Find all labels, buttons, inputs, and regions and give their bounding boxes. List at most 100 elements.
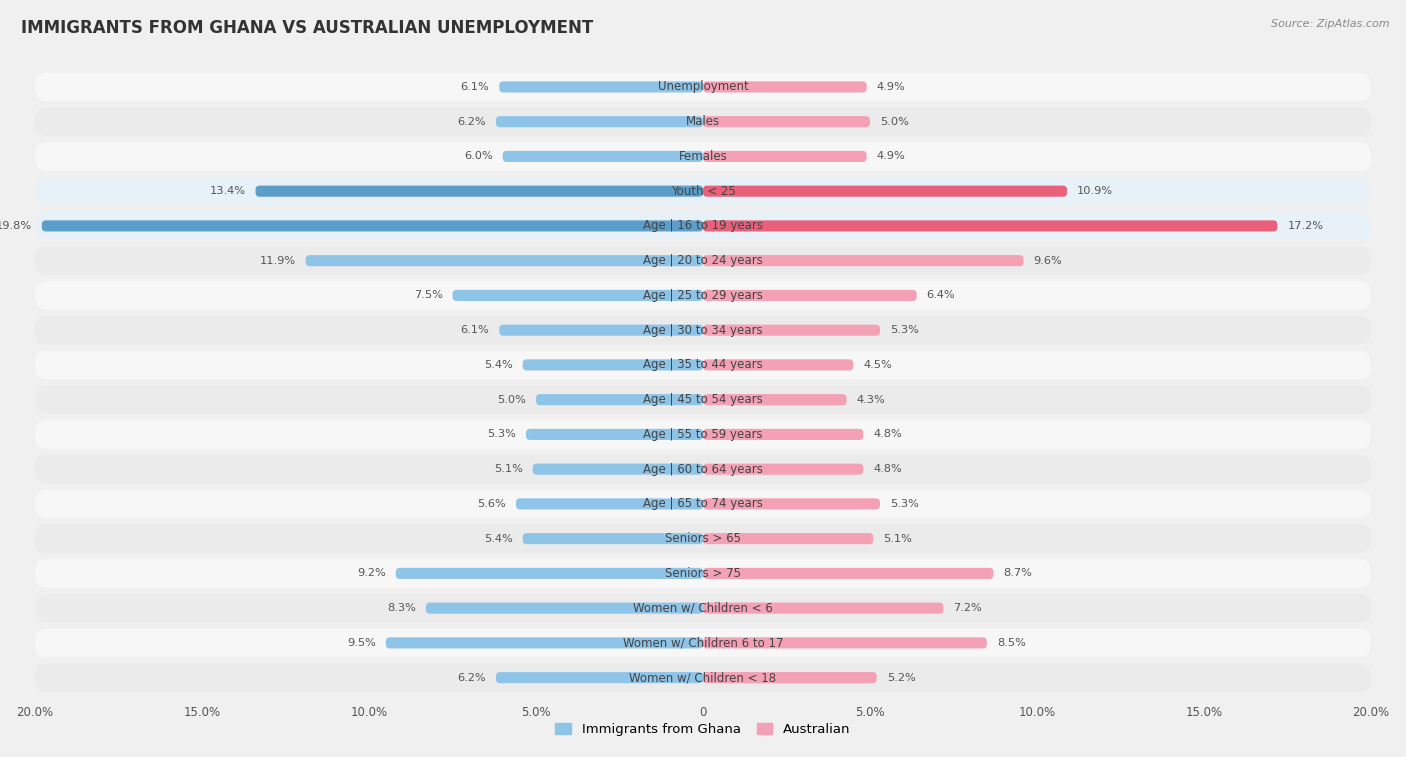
FancyBboxPatch shape (35, 73, 1371, 101)
Text: Source: ZipAtlas.com: Source: ZipAtlas.com (1271, 19, 1389, 29)
Text: 7.2%: 7.2% (953, 603, 983, 613)
FancyBboxPatch shape (523, 533, 703, 544)
FancyBboxPatch shape (35, 385, 1371, 414)
FancyBboxPatch shape (35, 594, 1371, 622)
Text: 6.2%: 6.2% (457, 117, 486, 126)
Text: 5.3%: 5.3% (486, 429, 516, 439)
Text: Age | 30 to 34 years: Age | 30 to 34 years (643, 324, 763, 337)
FancyBboxPatch shape (703, 220, 1277, 232)
Text: Seniors > 75: Seniors > 75 (665, 567, 741, 580)
FancyBboxPatch shape (502, 151, 703, 162)
Text: 19.8%: 19.8% (0, 221, 32, 231)
FancyBboxPatch shape (703, 637, 987, 649)
FancyBboxPatch shape (703, 116, 870, 127)
FancyBboxPatch shape (516, 498, 703, 509)
FancyBboxPatch shape (703, 568, 994, 579)
Text: Males: Males (686, 115, 720, 128)
Text: Females: Females (679, 150, 727, 163)
FancyBboxPatch shape (703, 325, 880, 335)
Text: 5.1%: 5.1% (883, 534, 912, 544)
FancyBboxPatch shape (35, 420, 1371, 449)
Text: 13.4%: 13.4% (209, 186, 246, 196)
Text: Age | 55 to 59 years: Age | 55 to 59 years (643, 428, 763, 441)
Text: Seniors > 65: Seniors > 65 (665, 532, 741, 545)
FancyBboxPatch shape (703, 533, 873, 544)
FancyBboxPatch shape (703, 185, 1067, 197)
Text: Women w/ Children < 6: Women w/ Children < 6 (633, 602, 773, 615)
Text: 6.2%: 6.2% (457, 673, 486, 683)
Text: 17.2%: 17.2% (1288, 221, 1323, 231)
FancyBboxPatch shape (35, 559, 1371, 587)
Text: 9.6%: 9.6% (1033, 256, 1063, 266)
Text: 11.9%: 11.9% (260, 256, 295, 266)
Text: 5.2%: 5.2% (887, 673, 915, 683)
FancyBboxPatch shape (703, 672, 877, 684)
Text: 10.9%: 10.9% (1077, 186, 1114, 196)
Text: 5.4%: 5.4% (484, 534, 513, 544)
Text: Age | 45 to 54 years: Age | 45 to 54 years (643, 393, 763, 407)
Text: 5.3%: 5.3% (890, 499, 920, 509)
Text: 7.5%: 7.5% (413, 291, 443, 301)
Text: Youth < 25: Youth < 25 (671, 185, 735, 198)
Text: Age | 35 to 44 years: Age | 35 to 44 years (643, 358, 763, 372)
Text: 5.1%: 5.1% (494, 464, 523, 474)
FancyBboxPatch shape (385, 637, 703, 649)
FancyBboxPatch shape (533, 463, 703, 475)
Text: 5.0%: 5.0% (880, 117, 908, 126)
FancyBboxPatch shape (305, 255, 703, 266)
FancyBboxPatch shape (499, 325, 703, 335)
FancyBboxPatch shape (35, 490, 1371, 518)
FancyBboxPatch shape (35, 212, 1371, 240)
Text: 9.5%: 9.5% (347, 638, 375, 648)
Text: 5.4%: 5.4% (484, 360, 513, 370)
FancyBboxPatch shape (35, 628, 1371, 657)
Text: 5.6%: 5.6% (477, 499, 506, 509)
Text: 4.8%: 4.8% (873, 429, 903, 439)
Text: 5.3%: 5.3% (890, 326, 920, 335)
Text: Women w/ Children < 18: Women w/ Children < 18 (630, 671, 776, 684)
Text: 4.9%: 4.9% (877, 151, 905, 161)
Text: Age | 25 to 29 years: Age | 25 to 29 years (643, 289, 763, 302)
FancyBboxPatch shape (35, 525, 1371, 553)
FancyBboxPatch shape (703, 360, 853, 370)
FancyBboxPatch shape (703, 255, 1024, 266)
Text: IMMIGRANTS FROM GHANA VS AUSTRALIAN UNEMPLOYMENT: IMMIGRANTS FROM GHANA VS AUSTRALIAN UNEM… (21, 19, 593, 37)
FancyBboxPatch shape (35, 142, 1371, 170)
Text: Age | 20 to 24 years: Age | 20 to 24 years (643, 254, 763, 267)
Text: Unemployment: Unemployment (658, 80, 748, 93)
FancyBboxPatch shape (523, 360, 703, 370)
FancyBboxPatch shape (396, 568, 703, 579)
FancyBboxPatch shape (35, 107, 1371, 136)
Text: Women w/ Children 6 to 17: Women w/ Children 6 to 17 (623, 637, 783, 650)
FancyBboxPatch shape (35, 663, 1371, 692)
FancyBboxPatch shape (536, 394, 703, 405)
FancyBboxPatch shape (703, 463, 863, 475)
Text: 4.3%: 4.3% (856, 394, 886, 405)
Text: 8.3%: 8.3% (387, 603, 416, 613)
FancyBboxPatch shape (499, 81, 703, 92)
Text: 4.9%: 4.9% (877, 82, 905, 92)
Text: 8.7%: 8.7% (1004, 569, 1032, 578)
FancyBboxPatch shape (35, 247, 1371, 275)
Text: 6.1%: 6.1% (461, 326, 489, 335)
Text: 6.4%: 6.4% (927, 291, 955, 301)
FancyBboxPatch shape (453, 290, 703, 301)
FancyBboxPatch shape (526, 429, 703, 440)
FancyBboxPatch shape (256, 185, 703, 197)
FancyBboxPatch shape (42, 220, 703, 232)
FancyBboxPatch shape (35, 281, 1371, 310)
Text: Age | 16 to 19 years: Age | 16 to 19 years (643, 220, 763, 232)
FancyBboxPatch shape (496, 672, 703, 684)
Text: Age | 60 to 64 years: Age | 60 to 64 years (643, 463, 763, 475)
FancyBboxPatch shape (35, 455, 1371, 484)
FancyBboxPatch shape (703, 394, 846, 405)
FancyBboxPatch shape (703, 290, 917, 301)
FancyBboxPatch shape (703, 429, 863, 440)
Text: 9.2%: 9.2% (357, 569, 385, 578)
FancyBboxPatch shape (35, 350, 1371, 379)
FancyBboxPatch shape (703, 498, 880, 509)
FancyBboxPatch shape (35, 316, 1371, 344)
Text: 8.5%: 8.5% (997, 638, 1026, 648)
Legend: Immigrants from Ghana, Australian: Immigrants from Ghana, Australian (550, 718, 856, 741)
Text: 5.0%: 5.0% (498, 394, 526, 405)
